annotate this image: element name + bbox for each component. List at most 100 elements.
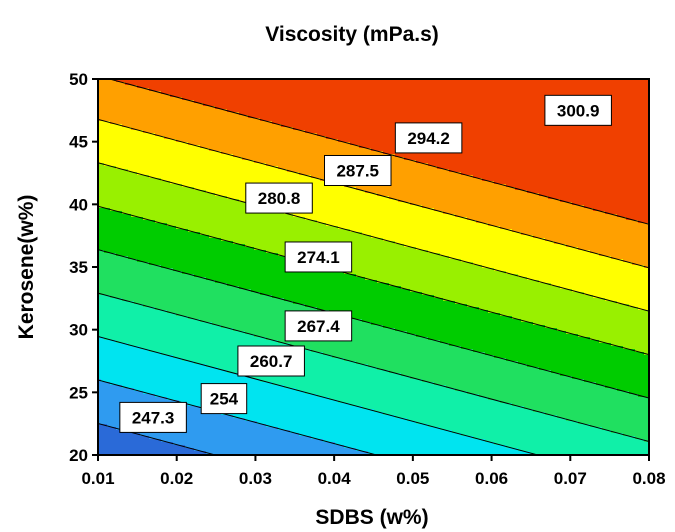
contour-band-cell: [110, 394, 114, 398]
contour-band-cell: [137, 244, 141, 248]
contour-band-cell: [110, 190, 114, 194]
contour-band-cell: [122, 448, 126, 452]
contour-band-cell: [101, 268, 105, 272]
contour-band-cell: [137, 223, 141, 227]
contour-band-cell: [116, 418, 120, 422]
contour-band-cell: [137, 445, 141, 449]
contour-band-cell: [110, 301, 114, 305]
contour-band-cell: [137, 190, 141, 194]
contour-band-cell: [131, 106, 135, 110]
contour-band-cell: [110, 106, 114, 110]
contour-band-cell: [125, 265, 129, 269]
contour-band-cell: [134, 319, 138, 323]
contour-band-cell: [98, 85, 102, 89]
contour-band-cell: [140, 187, 144, 191]
contour-band-cell: [125, 349, 129, 353]
contour-band-cell: [131, 193, 135, 197]
contour-band-cell: [101, 445, 105, 449]
contour-band-cell: [134, 100, 138, 104]
contour-band-cell: [101, 202, 105, 206]
contour-band-cell: [131, 313, 135, 317]
contour-band-cell: [143, 124, 147, 128]
contour-band-cell: [104, 445, 108, 449]
contour-band-cell: [134, 298, 138, 302]
contour-band-cell: [143, 103, 147, 107]
contour-band-cell: [116, 94, 120, 98]
contour-band-cell: [122, 91, 126, 95]
contour-band-cell: [134, 256, 138, 260]
contour-band-cell: [116, 271, 120, 275]
contour-band-cell: [107, 394, 111, 398]
contour-band-cell: [116, 160, 120, 164]
contour-band-cell: [128, 223, 132, 227]
contour-band-cell: [119, 343, 123, 347]
contour-band-cell: [140, 277, 144, 281]
contour-band-cell: [134, 202, 138, 206]
contour-band-cell: [116, 211, 120, 215]
contour-band-cell: [140, 442, 144, 446]
contour-band-cell: [140, 97, 144, 101]
contour-band-cell: [119, 289, 123, 293]
contour-band-cell: [107, 85, 111, 89]
contour-band-cell: [143, 148, 147, 152]
contour-band-cell: [125, 346, 129, 350]
contour-band-cell: [131, 367, 135, 371]
contour-band-cell: [110, 376, 114, 380]
contour-band-cell: [113, 430, 117, 434]
contour-band-cell: [104, 94, 108, 98]
contour-band-cell: [128, 349, 132, 353]
contour-band-cell: [119, 136, 123, 140]
contour-band-cell: [128, 148, 132, 152]
contour-band-cell: [107, 370, 111, 374]
contour-band-cell: [98, 313, 102, 317]
contour-band-cell: [125, 103, 129, 107]
contour-band-cell: [98, 169, 102, 173]
contour-band-cell: [107, 424, 111, 428]
contour-band-cell: [125, 310, 129, 314]
contour-band-cell: [119, 250, 123, 254]
contour-band-cell: [137, 262, 141, 266]
contour-band-cell: [143, 133, 147, 137]
contour-band-cell: [122, 361, 126, 365]
contour-band-cell: [110, 217, 114, 221]
contour-band-cell: [125, 115, 129, 119]
contour-band-cell: [143, 100, 147, 104]
contour-band-cell: [110, 427, 114, 431]
contour-band-cell: [116, 334, 120, 338]
contour-band-cell: [116, 331, 120, 335]
contour-band-cell: [98, 286, 102, 290]
contour-band-cell: [116, 241, 120, 245]
contour-band-cell: [101, 178, 105, 182]
contour-band-cell: [119, 202, 123, 206]
contour-band-cell: [98, 388, 102, 392]
contour-band-cell: [143, 244, 147, 248]
contour-band-cell: [137, 277, 141, 281]
contour-band-cell: [143, 169, 147, 173]
contour-band-cell: [134, 214, 138, 218]
contour-band-cell: [101, 289, 105, 293]
contour-band-cell: [116, 406, 120, 410]
contour-band-cell: [110, 367, 114, 371]
contour-band-cell: [122, 226, 126, 230]
contour-band-cell: [119, 262, 123, 266]
contour-band-cell: [134, 331, 138, 335]
contour-band-cell: [119, 265, 123, 269]
contour-band-cell: [98, 328, 102, 332]
contour-band-cell: [119, 199, 123, 203]
contour-band-cell: [101, 325, 105, 329]
contour-band-cell: [110, 268, 114, 272]
contour-band-cell: [137, 343, 141, 347]
contour-band-cell: [116, 205, 120, 209]
contour-band-cell: [140, 298, 144, 302]
contour-band-cell: [134, 109, 138, 113]
contour-band-cell: [137, 397, 141, 401]
contour-band-cell: [113, 295, 117, 299]
contour-band-cell: [116, 289, 120, 293]
contour-band-cell: [113, 82, 117, 86]
contour-band-cell: [113, 385, 117, 389]
contour-band-cell: [131, 163, 135, 167]
contour-band-cell: [98, 355, 102, 359]
contour-band-cell: [119, 256, 123, 260]
contour-band-cell: [137, 142, 141, 146]
contour-band-cell: [116, 373, 120, 377]
